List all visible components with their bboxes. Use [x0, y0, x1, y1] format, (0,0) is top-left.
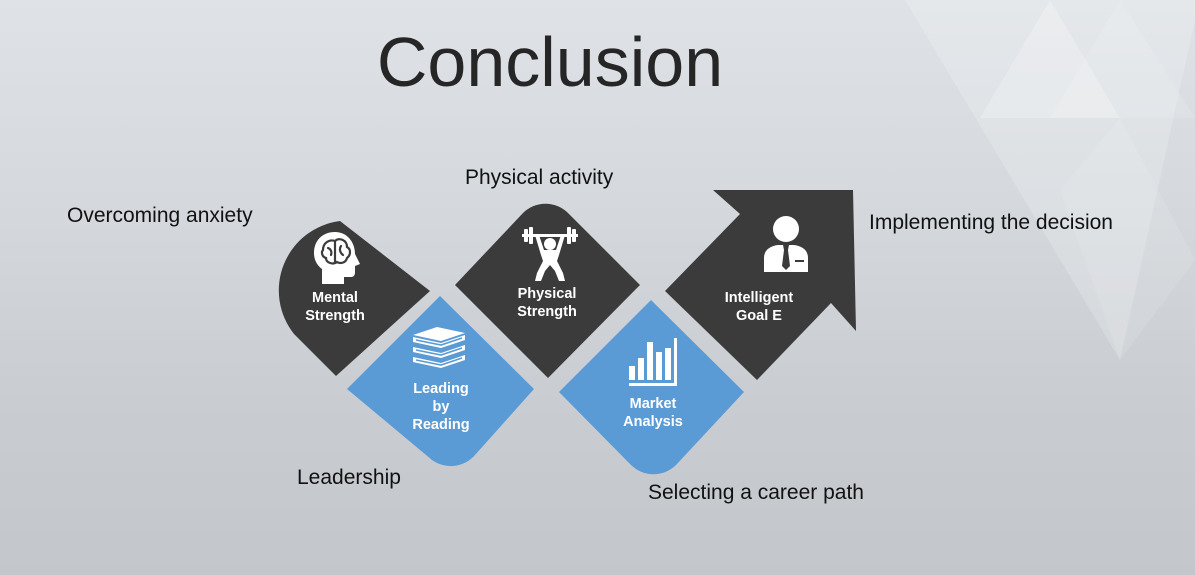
- caption-physical-activity: Physical activity: [465, 166, 614, 189]
- caption-selecting-career-path: Selecting a career path: [648, 481, 864, 504]
- caption-overcoming-anxiety: Overcoming anxiety: [67, 204, 253, 227]
- caption-implementing-decision: Implementing the decision: [869, 211, 1113, 234]
- mental-strength-label: Mental Strength: [305, 290, 365, 324]
- brain-head-icon: [314, 232, 360, 284]
- physical-strength-label: Physical Strength: [517, 286, 577, 320]
- market-analysis-shape: [559, 300, 744, 475]
- weightlifter-icon: [522, 227, 578, 281]
- bar-chart-icon: [629, 338, 677, 386]
- leading-by-reading-shape: [347, 296, 534, 467]
- intelligent-goal-arrow: [665, 190, 856, 380]
- businessman-icon: [764, 216, 808, 272]
- caption-leadership: Leadership: [297, 466, 401, 489]
- physical-strength-shape: [455, 203, 640, 378]
- market-analysis-label: Market Analysis: [623, 396, 683, 430]
- slide-title: Conclusion: [376, 23, 724, 101]
- leading-by-reading-label: Leading by Reading: [412, 381, 470, 433]
- books-icon: [413, 327, 465, 368]
- intelligent-goal-label: Intelligent Goal E: [724, 290, 794, 324]
